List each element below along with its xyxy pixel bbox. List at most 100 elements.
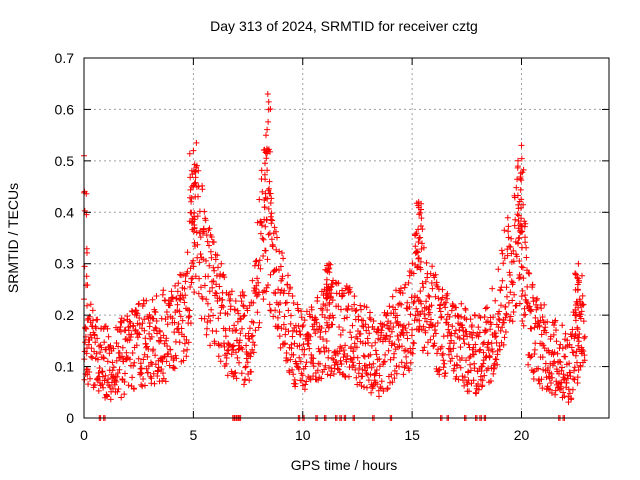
data-point: [442, 299, 449, 306]
data-point: [367, 351, 374, 358]
data-point: [368, 342, 375, 349]
data-point: [418, 300, 425, 307]
data-point: [520, 322, 527, 329]
data-point: [416, 255, 422, 261]
data-point: [150, 370, 157, 377]
data-point: [575, 260, 582, 267]
data-point: [195, 290, 202, 297]
data-point: [81, 263, 88, 270]
data-point: [89, 354, 96, 361]
data-point: [176, 339, 183, 346]
data-point: [548, 380, 554, 386]
data-point: [273, 228, 279, 235]
data-point: [83, 350, 90, 357]
data-point: [166, 302, 173, 309]
data-point: [272, 307, 279, 314]
data-point: [340, 347, 347, 354]
data-point: [324, 307, 331, 313]
data-point: [470, 344, 477, 351]
data-point: [337, 357, 344, 364]
data-point: [328, 283, 335, 290]
data-point: [538, 305, 545, 312]
data-point: [322, 302, 329, 309]
data-point: [297, 358, 304, 365]
data-point: [580, 348, 587, 355]
data-point: [263, 288, 270, 295]
data-point: [420, 323, 427, 330]
data-point: [417, 264, 423, 271]
data-point: [110, 364, 117, 371]
data-point: [530, 298, 537, 305]
data-point: [158, 366, 165, 373]
data-point: [572, 312, 579, 319]
data-point: [411, 340, 417, 347]
data-point: [238, 316, 244, 323]
data-point: [378, 327, 385, 334]
data-point: [356, 379, 363, 386]
data-point: [240, 303, 247, 310]
data-point: [232, 327, 239, 334]
data-point: [516, 258, 523, 264]
data-point: [271, 289, 277, 296]
data-point: [577, 315, 584, 322]
x-tick-label: 15: [404, 427, 420, 443]
data-point: [320, 336, 326, 343]
data-point: [388, 371, 395, 378]
data-point: [485, 347, 492, 354]
data-point: [465, 368, 472, 375]
data-point: [289, 333, 296, 340]
data-point: [560, 371, 567, 378]
data-point: [239, 292, 246, 299]
data-point: [189, 275, 196, 282]
data-point: [523, 299, 530, 305]
data-point: [509, 318, 516, 325]
data-point: [363, 327, 370, 334]
data-point: [282, 331, 289, 338]
data-point: [298, 314, 305, 321]
data-point: [324, 371, 331, 378]
data-point: [568, 344, 575, 351]
data-point: [140, 300, 147, 307]
data-point: [143, 297, 150, 304]
data-point: [470, 377, 477, 384]
data-point: [269, 243, 276, 250]
data-point: [429, 285, 436, 292]
data-point: [263, 155, 270, 162]
data-point: [381, 321, 388, 328]
data-point: [291, 376, 298, 383]
data-point: [262, 160, 268, 167]
data-point: [578, 308, 585, 315]
data-point: [283, 350, 290, 356]
data-point: [94, 335, 101, 342]
data-point: [192, 273, 199, 280]
data-point: [250, 299, 257, 306]
data-point: [300, 322, 307, 329]
data-point: [201, 228, 207, 235]
data-point: [161, 354, 168, 360]
data-point: [184, 346, 191, 353]
data-point: [442, 304, 449, 311]
data-point: [130, 362, 137, 369]
data-point: [515, 205, 522, 212]
data-point: [502, 314, 509, 321]
data-point: [410, 339, 417, 346]
data-point: [415, 199, 422, 205]
data-point: [491, 365, 498, 372]
data-point: [164, 343, 171, 349]
data-point: [408, 294, 415, 301]
data-point: [246, 377, 253, 384]
data-point: [114, 388, 121, 395]
data-point: [169, 294, 176, 301]
data-point: [539, 314, 546, 320]
data-point: [473, 390, 480, 397]
data-point: [390, 324, 397, 330]
data-point: [436, 366, 443, 373]
data-point: [213, 328, 220, 335]
data-point: [256, 319, 263, 326]
data-point: [214, 252, 221, 259]
data-point: [262, 149, 269, 156]
data-point: [519, 287, 526, 294]
data-point: [403, 329, 410, 336]
data-point: [254, 309, 261, 316]
